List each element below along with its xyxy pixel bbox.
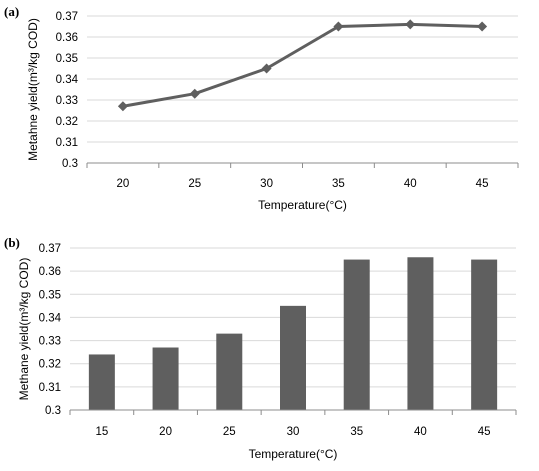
y-tick-label: 0.37	[56, 11, 78, 23]
y-tick-label: 0.32	[39, 359, 61, 371]
x-tick-label: 35	[350, 426, 363, 438]
y-tick-label: 0.3	[62, 158, 78, 170]
bar	[471, 259, 498, 410]
x-tick-label: 40	[414, 426, 427, 438]
x-tick-label: 40	[404, 178, 417, 190]
x-axis-title: Temperature(°C)	[249, 447, 338, 461]
bar	[152, 347, 179, 410]
x-tick-label: 15	[95, 426, 108, 438]
bar	[88, 354, 115, 410]
y-tick-label: 0.35	[56, 53, 78, 65]
x-tick-label: 45	[476, 178, 489, 190]
y-tick-labels: 0.3 0.31 0.32 0.33 0.34 0.35 0.36 0.37	[39, 243, 62, 417]
data-point-marker	[261, 63, 272, 74]
y-tick-label: 0.31	[56, 137, 78, 149]
y-tick-label: 0.35	[39, 289, 61, 301]
y-tick-label: 0.3	[45, 405, 61, 417]
y-tick-label: 0.36	[39, 266, 61, 278]
x-tick-labels: 20 25 30 35 40 45	[117, 178, 489, 190]
y-tick-label: 0.31	[39, 382, 61, 394]
data-point-marker	[333, 21, 344, 32]
y-tick-label: 0.36	[56, 32, 78, 44]
data-point-marker	[117, 101, 128, 112]
y-axis-title: Methane yield(m³/kg COD)	[17, 258, 31, 401]
data-point-marker	[189, 88, 200, 99]
y-tick-labels: 0.3 0.31 0.32 0.33 0.34 0.35 0.36 0.37	[56, 11, 79, 170]
data-point-marker	[477, 21, 488, 32]
panel-label: (b)	[4, 235, 20, 250]
y-tick-label: 0.33	[39, 336, 61, 348]
y-tick-label: 0.37	[39, 243, 61, 255]
bar	[407, 257, 434, 410]
x-tick-labels: 15 20 25 30 35 40 45	[95, 426, 490, 438]
x-tick-label: 30	[260, 178, 273, 190]
series-markers	[117, 19, 488, 112]
series-line	[122, 22, 483, 108]
bars	[88, 257, 498, 410]
bar	[280, 305, 306, 410]
y-tick-label: 0.34	[56, 74, 79, 86]
line-chart-panel: (a) 0.3 0.31 0.32 0.33 0.34 0.35 0.36 0.37 20 25…	[4, 4, 519, 212]
x-axis-title: Temperature(°C)	[258, 198, 347, 212]
x-tick-label: 30	[287, 426, 300, 438]
bar	[216, 333, 243, 410]
y-tick-label: 0.33	[56, 95, 78, 107]
gridlines	[86, 15, 519, 168]
x-tick-label: 25	[223, 426, 236, 438]
y-tick-label: 0.34	[39, 312, 62, 324]
bar	[343, 259, 370, 410]
y-tick-label: 0.32	[56, 116, 78, 128]
x-tick-label: 25	[188, 178, 201, 190]
data-point-marker	[405, 19, 416, 30]
bar-chart-panel: (b) 0.3 0.31 0.32 0.33 0.34 0.35 0.36 0.37 15 20…	[4, 235, 517, 461]
x-tick-label: 45	[478, 426, 491, 438]
y-axis-title: Metahne yield(m³/kg COD)	[26, 18, 40, 161]
x-tick-label: 20	[117, 178, 130, 190]
x-tick-label: 35	[332, 178, 345, 190]
x-tick-label: 20	[159, 426, 172, 438]
panel-label: (a)	[4, 4, 19, 19]
